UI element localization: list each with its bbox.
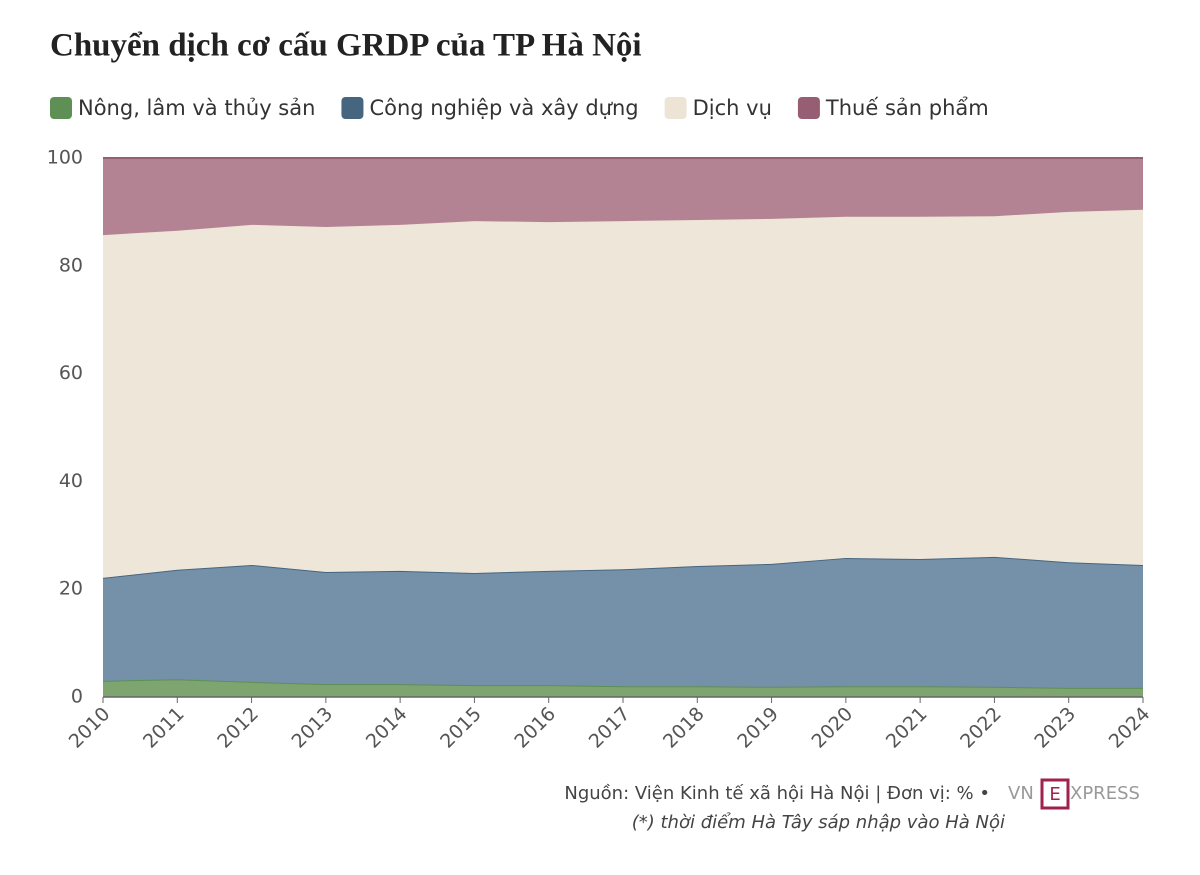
y-tick-label: 40 bbox=[59, 470, 83, 492]
x-tick-label: 2023 bbox=[1030, 703, 1080, 753]
logo-box bbox=[1040, 778, 1070, 810]
x-tick-label: 2011 bbox=[139, 703, 189, 753]
logo-part: XPRESS bbox=[1070, 783, 1140, 804]
legend-swatch bbox=[341, 97, 364, 119]
area bbox=[103, 209, 1143, 578]
logo-part: VN bbox=[1008, 783, 1034, 804]
logo-part: E bbox=[1049, 784, 1060, 805]
legend: Nông, lâm và thủy sản Công nghiệp và xây … bbox=[50, 96, 989, 120]
y-tick-label: 20 bbox=[59, 578, 83, 600]
legend-label: Nông, lâm và thủy sản bbox=[78, 96, 315, 120]
x-tick-label: 2010 bbox=[65, 703, 115, 753]
y-tick-label: 80 bbox=[59, 254, 83, 276]
x-tick-label: 2022 bbox=[956, 703, 1006, 753]
area bbox=[103, 679, 1143, 697]
chart-title: Chuyển dịch cơ cấu GRDP của TP Hà Nội bbox=[50, 28, 642, 64]
legend-swatch bbox=[664, 97, 687, 119]
x-tick-label: 2015 bbox=[436, 703, 486, 753]
x-tick-label: 2017 bbox=[585, 703, 635, 753]
legend-swatch bbox=[50, 97, 72, 119]
x-tick-label: 2013 bbox=[288, 703, 338, 753]
y-tick-label: 0 bbox=[71, 686, 83, 708]
x-tick-label: 2019 bbox=[733, 703, 783, 753]
legend-label: Công nghiệp và xây dựng bbox=[369, 96, 638, 120]
area bbox=[103, 556, 1143, 688]
y-tick-label: 60 bbox=[59, 362, 83, 384]
area bbox=[103, 158, 1143, 236]
x-tick-label: 2024 bbox=[1105, 703, 1155, 753]
footnote: (*) thời điểm Hà Tây sáp nhập vào Hà Nội bbox=[632, 812, 1005, 833]
logo: VN E XPRESS bbox=[1008, 778, 1140, 810]
legend-label: Dịch vụ bbox=[693, 96, 772, 120]
x-tick-label: 2021 bbox=[882, 703, 932, 753]
source-note: Nguồn: Viện Kinh tế xã hội Hà Nội | Đơn … bbox=[564, 783, 990, 804]
x-tick-label: 2016 bbox=[510, 703, 560, 753]
x-tick-label: 2020 bbox=[808, 703, 858, 753]
legend-swatch bbox=[797, 97, 820, 119]
x-tick-label: 2012 bbox=[213, 703, 263, 753]
x-tick-label: 2014 bbox=[362, 703, 412, 753]
x-tick-label: 2018 bbox=[659, 703, 709, 753]
plot-area: 0 20 40 60 80 100 2010 2011 2012 2013 2014 2015 2016… bbox=[47, 147, 1155, 753]
y-tick-label: 100 bbox=[47, 147, 83, 169]
legend-label: Thuế sản phẩm bbox=[825, 96, 989, 120]
